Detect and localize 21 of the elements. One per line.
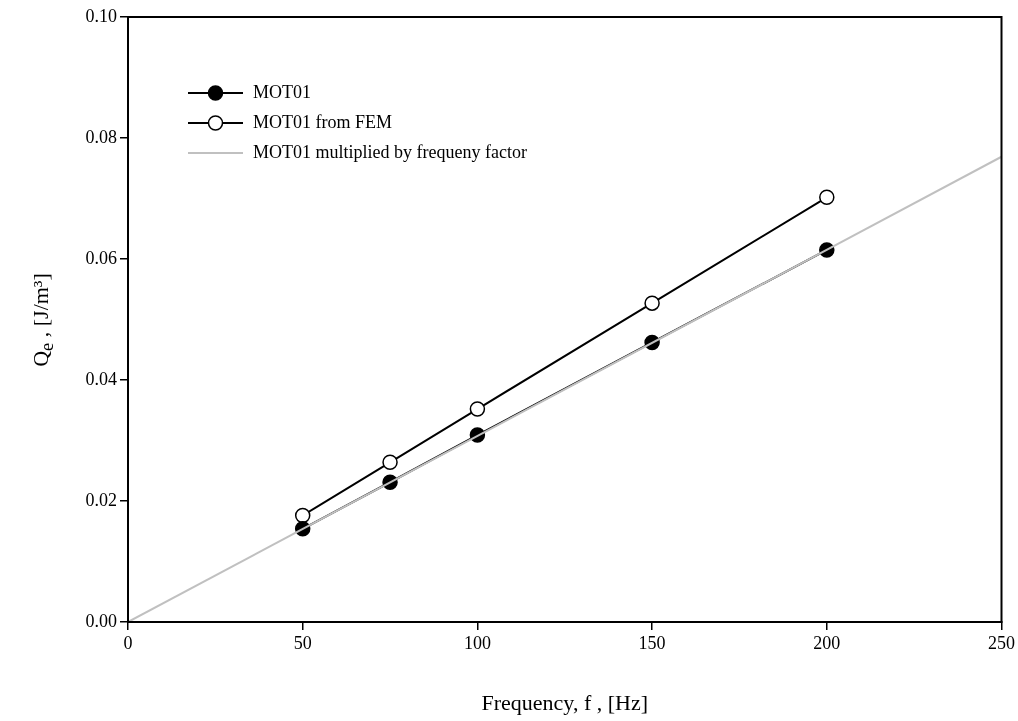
point [382,454,398,471]
y-tick-label: 0.08 [85,126,117,147]
x-tick-label: 150 [638,632,666,653]
x-axis-title: Frequency, f , [Hz] [481,689,649,715]
y-tick-label: 0.04 [85,368,117,389]
x-tick-label: 200 [813,632,841,653]
point [644,295,660,311]
x-tick-label: 100 [463,632,491,653]
x-tick-label: 0 [123,632,133,653]
y-tick-label: 0.02 [85,489,117,510]
y-tick-label: 0.06 [85,247,117,268]
point [469,401,486,417]
y-tick-label: 0.00 [85,610,117,631]
legend-label: MOT01 multiplied by frequeny factor [253,141,527,162]
x-tick-label: 250 [988,632,1015,653]
legend-label: MOT01 [253,81,311,102]
x-tick-label: 50 [293,632,312,653]
legend-label: MOT01 from FEM [253,111,392,132]
y-tick-label: 0.10 [85,5,117,26]
point [294,507,311,524]
point [819,189,835,206]
